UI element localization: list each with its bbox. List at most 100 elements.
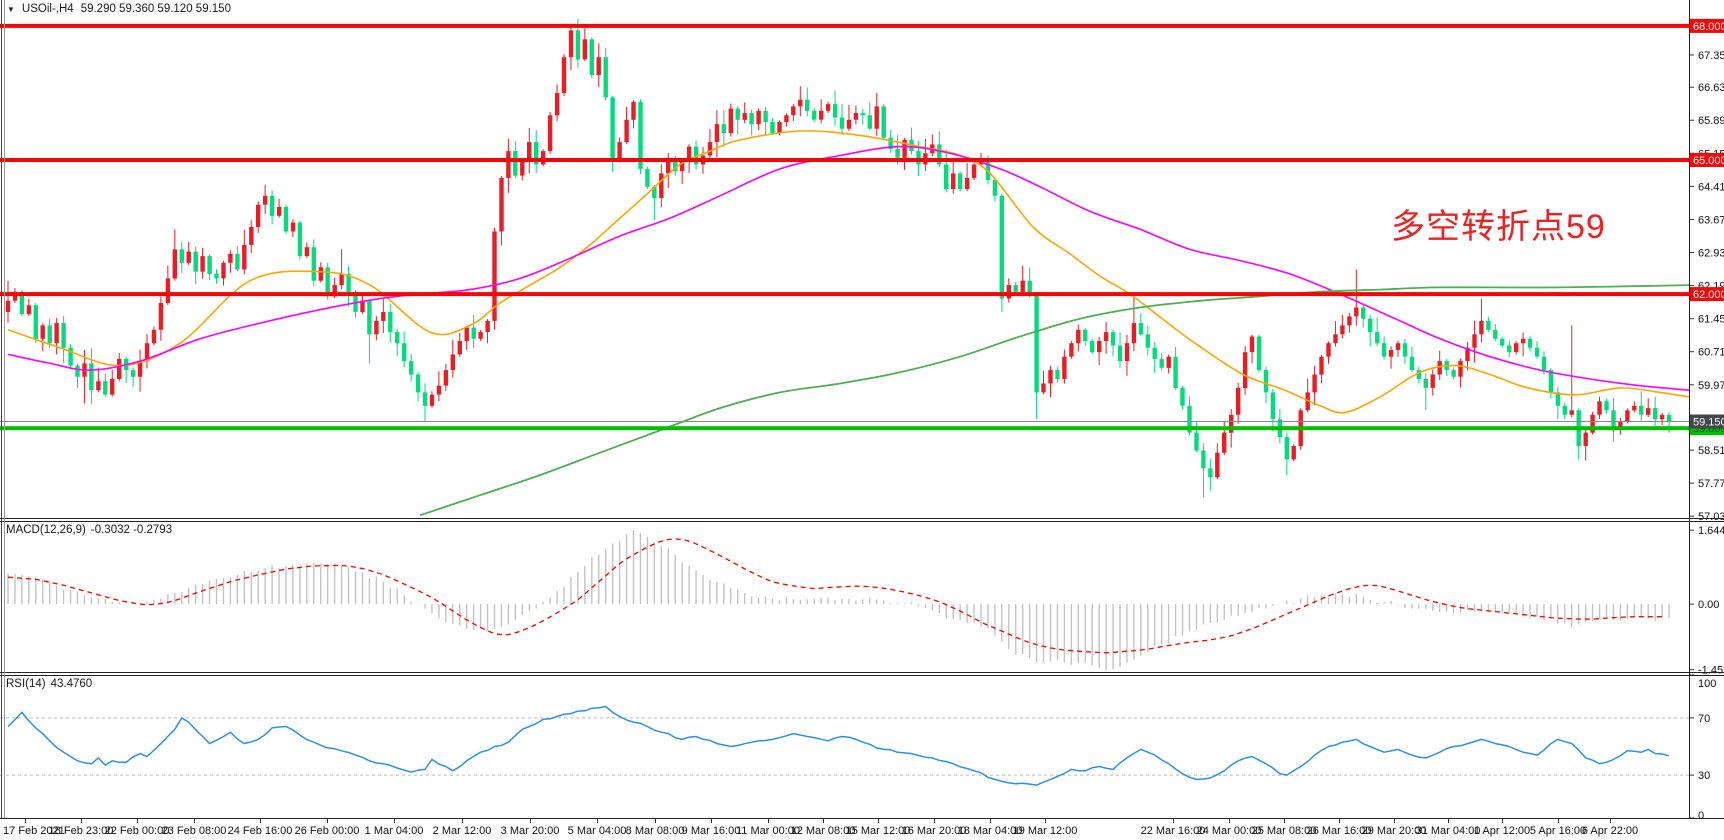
time-axis-tick	[1339, 819, 1340, 823]
svg-text:66.630: 66.630	[1698, 82, 1724, 94]
rsi-indicator-label: RSI(14) 43.4760	[6, 678, 97, 690]
time-axis-tick	[462, 819, 463, 823]
time-axis-tick	[711, 819, 712, 823]
symbol-dropdown-icon[interactable]: ▼	[7, 4, 15, 14]
svg-text:30: 30	[1698, 770, 1710, 782]
svg-text:61.450: 61.450	[1698, 314, 1724, 326]
time-axis-tick	[1394, 819, 1395, 823]
time-axis-tick	[194, 819, 195, 823]
time-axis-tick	[1558, 819, 1559, 823]
time-axis-tick	[990, 819, 991, 823]
time-axis-label: 26 Feb 00:00	[294, 825, 360, 837]
svg-text:-1.4594: -1.4594	[1698, 665, 1724, 677]
chart-canvas: 67.35066.63065.89065.15064.41063.67062.9…	[0, 0, 1724, 819]
svg-text:57.030: 57.030	[1698, 511, 1724, 523]
time-axis-label: 18 Feb 23:00	[48, 825, 114, 837]
svg-text:59.150: 59.150	[1693, 417, 1724, 429]
time-axis-label: 5 Apr 16:00	[1529, 825, 1587, 837]
time-axis-label: 3 Mar 20:00	[500, 825, 560, 837]
svg-text:57.770: 57.770	[1698, 478, 1724, 490]
svg-text:60.710: 60.710	[1698, 347, 1724, 359]
macd-name: MACD(12,26,9)	[6, 524, 86, 536]
time-axis-tick	[1045, 819, 1046, 823]
time-axis-label: 31 Mar 04:00	[1415, 825, 1481, 837]
svg-text:65.000: 65.000	[1693, 155, 1724, 167]
time-axis-tick	[530, 819, 531, 823]
time-axis-tick	[823, 819, 824, 823]
time-axis-label: 24 Feb 16:00	[227, 825, 293, 837]
annotation-text: 多空转折点59	[1391, 208, 1606, 246]
svg-text:70: 70	[1698, 713, 1710, 725]
time-axis-label: 16 Mar 20:00	[901, 825, 967, 837]
candles-layer	[5, 18, 1672, 498]
time-axis-label: 18 Mar 04:00	[957, 825, 1023, 837]
rsi-axis: 100 70 30 0	[1689, 674, 1716, 819]
ma-slow-green-line	[419, 284, 1690, 517]
svg-text:62.000: 62.000	[1693, 289, 1724, 301]
time-axis-tick	[260, 819, 261, 823]
svg-text:100: 100	[1698, 678, 1716, 690]
time-axis-tick	[25, 819, 26, 823]
time-axis-tick	[1610, 819, 1611, 823]
time-axis-label: 22 Mar 16:00	[1140, 825, 1206, 837]
macd-panel	[7, 530, 1670, 671]
time-axis[interactable]: 17 Feb 2021 18 Feb 23:00 22 Feb 00:00 23 Fe…	[0, 819, 1724, 840]
macd-axis: 1.6446 0.00 -1.4594	[1689, 525, 1724, 677]
time-axis-tick	[934, 819, 935, 823]
time-axis-label: 15 Mar 12:00	[845, 825, 911, 837]
symbol-title: USOil-,H4	[21, 3, 74, 15]
time-axis-label: 25 Mar 08:00	[1251, 825, 1317, 837]
time-axis-tick	[655, 819, 656, 823]
svg-text:67.350: 67.350	[1698, 50, 1724, 62]
macd-indicator-label: MACD(12,26,9) -0.3032 -0.2793	[6, 524, 177, 536]
time-axis-tick	[137, 819, 138, 823]
rsi-panel	[0, 705, 1689, 786]
time-axis-label: 23 Feb 08:00	[161, 825, 227, 837]
symbol-header: ▼ USOil-,H4 59.290 59.360 59.120 59.150	[7, 3, 231, 15]
time-axis-label: 9 Mar 16:00	[681, 825, 741, 837]
time-axis-label: 1 Mar 04:00	[364, 825, 424, 837]
time-axis-label: 19 Mar 12:00	[1012, 825, 1078, 837]
time-axis-tick	[1448, 819, 1449, 823]
time-axis-label: 17 Feb 2021	[3, 825, 65, 837]
svg-text:59.970: 59.970	[1698, 380, 1724, 392]
time-axis-label: 11 Mar 00:00	[735, 825, 800, 837]
svg-text:64.410: 64.410	[1698, 181, 1724, 193]
svg-text:1.6446: 1.6446	[1698, 525, 1724, 537]
svg-text:62.930: 62.930	[1698, 248, 1724, 260]
time-axis-tick	[1502, 819, 1503, 823]
ma-mid-magenta-line	[7, 145, 1690, 391]
time-axis-tick	[597, 819, 598, 823]
main-price-axis: 67.35066.63065.89065.15064.41063.67062.9…	[1689, 18, 1724, 523]
time-axis-label: 6 Apr 22:00	[1581, 825, 1639, 837]
time-axis-label: 26 Mar 16:00	[1306, 825, 1372, 837]
svg-text:63.670: 63.670	[1698, 214, 1724, 226]
time-axis-tick	[1173, 819, 1174, 823]
ma-fast-orange-line	[7, 130, 1690, 414]
rsi-value: 43.4760	[50, 678, 93, 690]
time-axis-label: 24 Mar 00:00	[1196, 825, 1262, 837]
time-axis-label: 12 Mar 08:00	[790, 825, 856, 837]
svg-text:65.890: 65.890	[1698, 115, 1724, 127]
rsi-name: RSI(14)	[6, 678, 46, 690]
time-axis-label: 8 Mar 08:00	[625, 825, 685, 837]
time-axis-tick	[878, 819, 879, 823]
time-axis-label: 22 Feb 00:00	[104, 825, 170, 837]
time-axis-tick	[1284, 819, 1285, 823]
time-axis-tick	[1229, 819, 1230, 823]
time-axis-tick	[768, 819, 769, 823]
panel-borders	[0, 0, 1724, 819]
time-axis-tick	[394, 819, 395, 823]
price-lines-layer	[0, 23, 1689, 431]
time-axis-tick	[327, 819, 328, 823]
time-axis-tick	[81, 819, 82, 823]
macd-values: -0.3032 -0.2793	[90, 524, 173, 536]
ohlc-values: 59.290 59.360 59.120 59.150	[80, 3, 231, 15]
svg-text:68.000: 68.000	[1693, 21, 1724, 33]
svg-text:58.510: 58.510	[1698, 445, 1724, 457]
time-axis-label: 1 Apr 12:00	[1473, 825, 1531, 837]
time-axis-label: 2 Mar 12:00	[432, 825, 492, 837]
svg-text:0: 0	[1698, 810, 1704, 819]
time-axis-label: 29 Mar 20:00	[1361, 825, 1427, 837]
